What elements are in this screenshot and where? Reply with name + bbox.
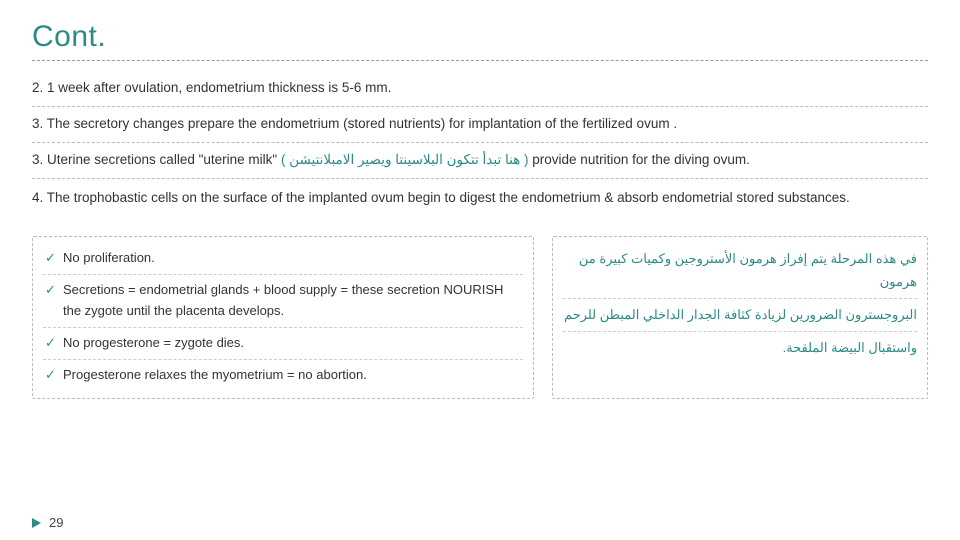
arabic-item-2: البروجسترون الضرورين لزيادة كثافة الجدار… bbox=[563, 299, 917, 332]
slide-container: Cont. 2. 1 week after ovulation, endomet… bbox=[0, 0, 960, 540]
check-item-2: Secretions = endometrial glands + blood … bbox=[43, 275, 523, 328]
title-underline bbox=[32, 60, 928, 61]
body-p1: 2. 1 week after ovulation, endometrium t… bbox=[32, 71, 928, 107]
slide-title: Cont. bbox=[32, 20, 928, 60]
body-p3-arabic: ( هنا تبدأ تتكون البلاسينتا ويصير الامبل… bbox=[281, 152, 529, 167]
page-number: 29 bbox=[49, 515, 63, 530]
body-p3: 3. Uterine secretions called "uterine mi… bbox=[32, 143, 928, 179]
footer: 29 bbox=[32, 515, 63, 530]
arrow-icon bbox=[32, 518, 41, 528]
body-p3-pre: 3. Uterine secretions called "uterine mi… bbox=[32, 152, 281, 167]
arabic-item-1: في هذه المرحلة يتم إفراز هرمون الأستروجي… bbox=[563, 243, 917, 298]
body-p3-post: provide nutrition for the diving ovum. bbox=[529, 152, 750, 167]
body-p4: 4. The trophobastic cells on the surface… bbox=[32, 179, 928, 217]
arabic-item-3: واستقبال البيضة الملقحة. bbox=[563, 332, 917, 364]
check-item-1: No proliferation. bbox=[43, 243, 523, 275]
right-box: في هذه المرحلة يتم إفراز هرمون الأستروجي… bbox=[552, 236, 928, 399]
check-item-3: No progesterone = zygote dies. bbox=[43, 328, 523, 360]
columns-wrap: No proliferation. Secretions = endometri… bbox=[32, 236, 928, 399]
body-p2: 3. The secretory changes prepare the end… bbox=[32, 107, 928, 143]
check-item-4: Progesterone relaxes the myometrium = no… bbox=[43, 360, 523, 391]
left-box: No proliferation. Secretions = endometri… bbox=[32, 236, 534, 399]
